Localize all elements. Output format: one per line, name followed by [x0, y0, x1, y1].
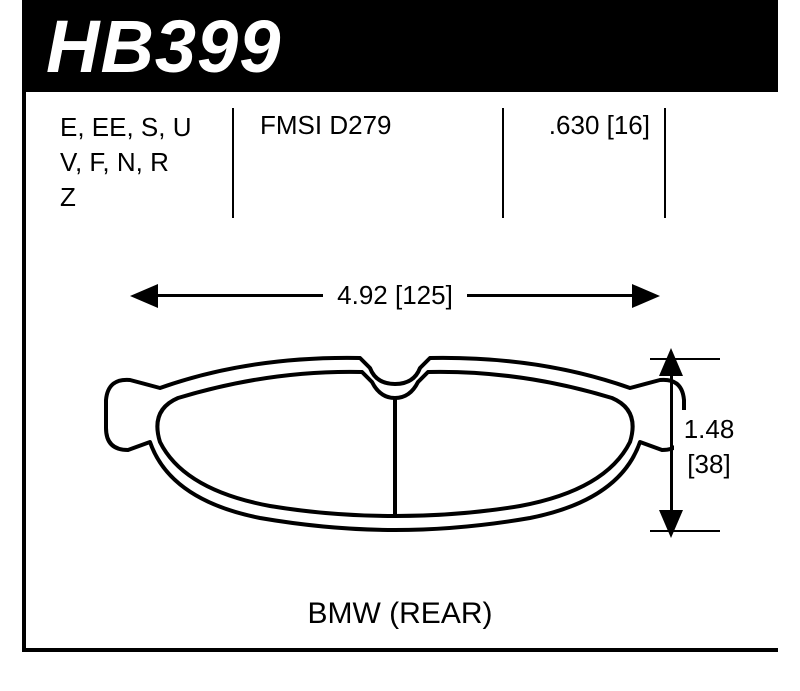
fmsi-cell: FMSI D279: [240, 110, 510, 215]
brake-pad-outline: [100, 350, 690, 540]
frame-bottom: [22, 648, 778, 652]
compounds-cell: E, EE, S, U V, F, N, R Z: [60, 110, 240, 215]
thickness-cell: .630 [16]: [510, 110, 670, 215]
width-dimension: 4.92 [125]: [130, 280, 660, 311]
height-dimension: 1.48 [38]: [616, 348, 726, 538]
width-label: 4.92 [125]: [323, 280, 467, 311]
dim-line-left: [158, 294, 323, 297]
dim-line-right: [467, 294, 632, 297]
vline-top: [670, 376, 673, 443]
header-bar: HB399: [22, 0, 778, 92]
divider-1: [232, 108, 234, 218]
width-in: 4.92: [337, 280, 388, 310]
arrow-down-icon: [659, 510, 683, 538]
width-mm: 125: [402, 280, 445, 310]
height-label: 1.48 [38]: [674, 410, 744, 484]
page: HB399 E, EE, S, U V, F, N, R Z FMSI D279…: [0, 0, 800, 691]
diagram-area: 4.92 [125] 1.48: [40, 260, 760, 590]
divider-2: [502, 108, 504, 218]
part-number: HB399: [46, 4, 281, 89]
arrow-right-icon: [632, 284, 660, 308]
frame-left: [22, 92, 26, 652]
vline-bottom: [670, 443, 673, 510]
application-label: BMW (REAR): [0, 597, 800, 631]
height-mm-wrap: [38]: [674, 447, 744, 482]
info-row: E, EE, S, U V, F, N, R Z FMSI D279 .630 …: [60, 110, 760, 215]
arrow-up-icon: [659, 348, 683, 376]
height-mm: 38: [695, 449, 724, 479]
height-in: 1.48: [674, 412, 744, 447]
arrow-left-icon: [130, 284, 158, 308]
divider-3: [664, 108, 666, 218]
